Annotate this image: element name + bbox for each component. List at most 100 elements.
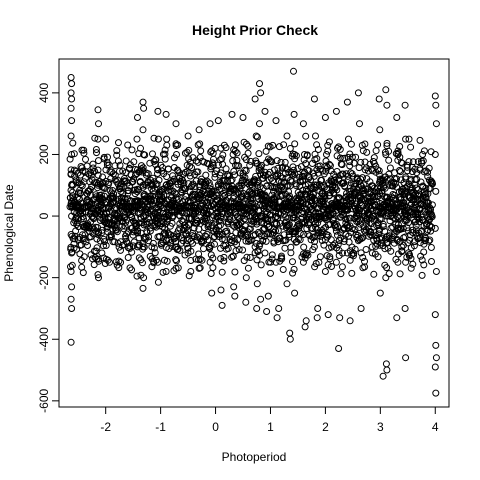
data-point xyxy=(150,157,158,165)
data-point xyxy=(272,173,280,181)
data-point xyxy=(253,305,261,312)
data-point xyxy=(164,229,172,237)
points-layer xyxy=(66,67,440,397)
data-point xyxy=(310,190,317,198)
data-point xyxy=(139,181,147,189)
data-point xyxy=(134,114,141,121)
data-point xyxy=(301,151,308,158)
data-point xyxy=(376,289,384,297)
data-point xyxy=(94,106,102,114)
data-point xyxy=(78,263,86,271)
data-point xyxy=(402,135,410,143)
data-point xyxy=(394,258,402,266)
data-point xyxy=(171,154,178,162)
data-point xyxy=(372,147,380,155)
data-point xyxy=(237,219,245,227)
data-point xyxy=(301,323,309,331)
data-point xyxy=(227,177,235,185)
data-point xyxy=(92,247,100,255)
data-point xyxy=(148,243,156,251)
data-point xyxy=(317,212,325,220)
data-point xyxy=(343,249,351,257)
data-point xyxy=(191,204,199,212)
x-tick-label: 4 xyxy=(432,420,439,434)
data-point xyxy=(197,194,205,202)
data-point xyxy=(154,166,162,174)
data-point xyxy=(172,194,180,202)
data-point xyxy=(321,268,329,275)
data-point xyxy=(112,226,120,234)
data-point xyxy=(306,204,314,212)
data-point xyxy=(132,202,140,210)
data-point xyxy=(253,133,261,141)
data-point xyxy=(206,120,214,128)
data-point xyxy=(66,155,74,163)
data-point xyxy=(257,89,265,97)
data-point xyxy=(139,183,147,191)
data-point xyxy=(153,219,161,227)
data-point xyxy=(231,223,239,231)
data-point xyxy=(140,212,148,220)
data-point xyxy=(159,204,167,212)
data-point xyxy=(237,193,245,201)
data-point xyxy=(124,141,132,149)
data-point xyxy=(94,231,102,238)
data-point xyxy=(101,185,109,192)
data-point xyxy=(70,166,78,174)
data-point xyxy=(106,258,113,266)
data-point xyxy=(407,143,415,151)
data-point xyxy=(100,242,107,250)
data-point xyxy=(122,157,130,165)
data-point xyxy=(89,229,97,237)
data-point xyxy=(301,251,309,259)
data-point xyxy=(133,188,141,196)
data-point xyxy=(246,254,254,261)
data-point xyxy=(399,203,407,211)
data-point xyxy=(333,244,341,252)
data-point xyxy=(369,212,377,220)
data-point xyxy=(126,161,134,169)
data-point xyxy=(113,261,121,269)
data-point xyxy=(100,184,108,192)
data-point xyxy=(72,227,80,235)
data-point xyxy=(267,216,275,224)
data-point xyxy=(109,238,117,246)
data-point xyxy=(115,257,123,265)
data-point xyxy=(382,151,390,158)
data-point xyxy=(184,227,191,235)
data-point xyxy=(67,104,75,112)
data-point xyxy=(182,231,190,239)
data-point xyxy=(67,263,74,271)
data-point xyxy=(330,177,338,184)
data-point xyxy=(267,269,274,277)
data-point xyxy=(127,211,134,218)
data-point xyxy=(421,193,429,201)
data-point xyxy=(340,179,348,187)
data-point xyxy=(196,140,204,148)
data-point xyxy=(346,256,354,264)
data-point xyxy=(291,140,299,148)
data-point xyxy=(239,246,247,254)
data-point xyxy=(374,166,382,174)
data-point xyxy=(366,160,374,168)
data-point xyxy=(279,163,287,171)
data-point xyxy=(181,149,189,157)
data-point xyxy=(290,211,298,219)
data-point xyxy=(386,217,394,225)
data-point xyxy=(432,187,440,195)
data-point xyxy=(348,269,356,277)
data-point xyxy=(311,150,319,158)
data-point xyxy=(375,228,383,235)
data-point xyxy=(102,135,110,143)
data-point xyxy=(432,354,440,362)
data-point xyxy=(165,211,173,219)
data-point xyxy=(231,268,239,276)
data-point xyxy=(382,86,390,94)
data-point xyxy=(393,114,401,121)
data-point xyxy=(389,223,397,231)
data-point xyxy=(112,204,120,212)
data-point xyxy=(252,159,260,167)
data-point xyxy=(129,178,137,186)
data-point xyxy=(139,126,147,134)
data-point xyxy=(273,193,281,201)
